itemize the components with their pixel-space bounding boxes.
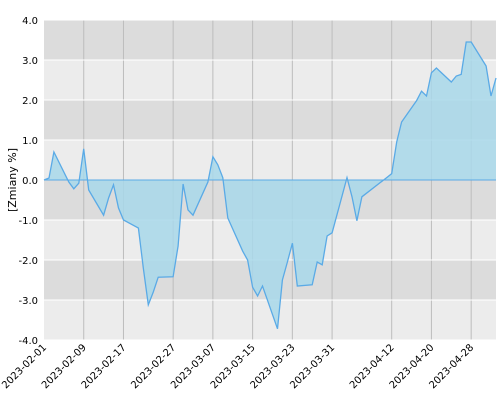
series-line: [43, 41, 497, 330]
y-tick-label: -1.0: [18, 216, 38, 227]
y-tick-label: 1.0: [22, 136, 38, 147]
y-tick-label: 0.0: [22, 176, 38, 187]
y-tick-labels: 4.0 3.0 2.0 1.0 0.0 -1.0 -2.0 -3.0 -4.0: [18, 16, 38, 347]
series-area: [44, 42, 496, 329]
plot-band: [44, 20, 496, 60]
y-axis-label: [Zmiany %]: [6, 148, 19, 212]
y-tick-label: 4.0: [22, 16, 38, 27]
y-tick-label: -3.0: [18, 296, 38, 307]
y-tick-label: -2.0: [18, 256, 38, 267]
y-tick-label: 2.0: [22, 96, 38, 107]
y-tick-label: 3.0: [22, 56, 38, 67]
y-tick-label: -4.0: [18, 336, 38, 347]
